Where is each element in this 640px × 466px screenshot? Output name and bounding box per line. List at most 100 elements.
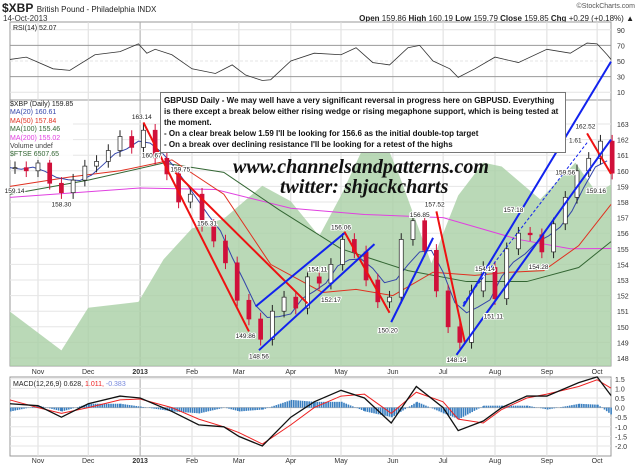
macd-histogram-bar <box>306 401 308 408</box>
price-tick-label: 153 <box>617 278 629 285</box>
macd-histogram-bar <box>275 405 278 408</box>
macd-histogram-bar <box>21 407 23 410</box>
macd-signal-line <box>9 379 612 445</box>
macd-histogram-bar <box>544 407 547 410</box>
price-label: 1.61 <box>569 138 582 145</box>
macd-histogram-bar <box>517 405 519 408</box>
macd-histogram-bar <box>226 407 228 409</box>
macd-histogram-bar <box>415 402 418 408</box>
blue-trendline <box>462 61 612 308</box>
macd-legend-value: -0.383 <box>106 381 126 388</box>
macd-histogram-bar <box>32 406 34 408</box>
note-line: - On a break over declining resistance I… <box>164 140 453 149</box>
macd-histogram-bar <box>512 405 515 408</box>
candle-body <box>129 136 135 148</box>
instrument-name: British Pound - Philadelphia INDX <box>36 5 157 14</box>
macd-histogram-bar <box>449 407 452 416</box>
macd-histogram-bar <box>264 407 267 409</box>
macd-histogram-bar <box>65 407 68 411</box>
macd-histogram-bar <box>68 407 70 410</box>
candle-body <box>59 182 64 193</box>
x-tick-label: Jun <box>387 369 398 376</box>
price-tick-label: 148 <box>617 356 629 363</box>
macd-histogram-bar <box>92 403 95 408</box>
price-label: 156.06 <box>331 224 351 231</box>
macd-histogram-bar <box>299 400 302 408</box>
price-label: 159.14 <box>5 188 25 195</box>
macd-histogram-bar <box>529 406 531 408</box>
macd-histogram-bar <box>492 405 494 408</box>
candle-body <box>445 290 451 328</box>
x-tick-label: Aug <box>489 458 502 465</box>
macd-histogram-bar <box>587 404 590 408</box>
macd-histogram-bar <box>191 407 194 413</box>
candle-body <box>117 136 123 151</box>
x-tick-label: Oct <box>592 369 603 376</box>
legend-ma50: MA(50) 157.84 <box>10 117 57 125</box>
macd-histogram-bar <box>489 405 492 408</box>
macd-histogram-bar <box>53 407 55 410</box>
macd-histogram-bar <box>523 405 526 408</box>
macd-histogram-bar <box>230 407 233 410</box>
candle-body <box>551 223 556 253</box>
macd-histogram-bar <box>562 406 564 408</box>
candle-body <box>363 251 369 281</box>
macd-histogram-bar <box>243 407 245 412</box>
red-trendline <box>343 231 391 314</box>
macd-histogram-bar <box>60 407 62 412</box>
macd-histogram-bar <box>124 404 127 408</box>
macd-histogram-bar <box>292 400 295 408</box>
candle-body <box>94 161 99 167</box>
macd-histogram-bar <box>519 405 521 408</box>
macd-histogram-bar <box>325 401 327 408</box>
macd-histogram-bar <box>273 405 275 408</box>
macd-histogram-bar <box>162 407 164 410</box>
macd-histogram-bar <box>589 404 592 408</box>
macd-histogram-bar <box>469 407 471 414</box>
x-tick-label: Sep <box>541 369 554 376</box>
macd-histogram-bar <box>433 407 436 410</box>
macd-histogram-bar <box>375 407 378 414</box>
x-tick-label: Dec <box>82 458 95 465</box>
macd-histogram-bar <box>258 407 261 410</box>
macd-histogram-bar <box>200 407 203 413</box>
macd-histogram-bar <box>103 403 106 408</box>
x-tick-label: Feb <box>186 458 198 465</box>
macd-histogram-bar <box>379 407 382 415</box>
red-trendline <box>586 132 612 175</box>
macd-tick-label: -2.0 <box>615 444 627 451</box>
macd-histogram-bar <box>384 407 386 416</box>
macd-histogram-bar <box>542 407 544 409</box>
macd-title: MACD(12,26,9) 0.628, 1.011, -0.383 <box>13 381 126 388</box>
ftse-area <box>10 120 611 366</box>
macd-histogram-bar <box>525 405 528 408</box>
macd-histogram-bar <box>85 404 88 408</box>
macd-histogram-bar <box>551 407 553 409</box>
rsi-title: RSI(14) 52.07 <box>13 25 57 32</box>
x-tick-label: Mar <box>233 369 246 376</box>
macd-histogram-bar <box>135 405 138 408</box>
macd-histogram-bar <box>42 406 44 408</box>
blue-dashed-trendline <box>462 142 588 304</box>
macd-histogram-bar <box>540 407 542 409</box>
macd-histogram-bar <box>402 407 404 411</box>
macd-histogram-bar <box>531 406 533 408</box>
candle-body <box>562 196 568 225</box>
macd-histogram-bar <box>494 405 496 408</box>
macd-histogram-bar <box>203 407 205 413</box>
macd-histogram-bar <box>583 403 585 408</box>
macd-histogram-bar <box>477 407 480 409</box>
macd-histogram-bar <box>404 407 407 410</box>
macd-histogram-bar <box>436 407 438 411</box>
macd-histogram-bar <box>10 407 12 412</box>
macd-histogram-bar <box>445 407 447 415</box>
macd-histogram-bar <box>546 407 549 410</box>
copyright[interactable]: ©StockCharts.com <box>576 3 635 10</box>
price-tick-label: 156 <box>617 231 629 238</box>
red-trendline <box>435 211 466 343</box>
candle-body <box>527 232 533 236</box>
chart-title: $XBP British Pound - Philadelphia INDX <box>2 1 156 15</box>
macd-histogram-bar <box>260 407 263 410</box>
macd-histogram-bar <box>347 404 350 408</box>
